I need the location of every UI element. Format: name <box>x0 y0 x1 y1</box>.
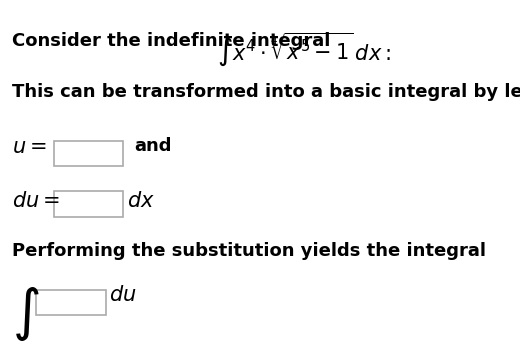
Text: $\int$: $\int$ <box>12 285 40 343</box>
Text: $du$: $du$ <box>109 285 137 305</box>
Text: $u =$: $u =$ <box>12 137 46 157</box>
Text: This can be transformed into a basic integral by letting: This can be transformed into a basic int… <box>12 83 520 101</box>
Text: Consider the indefinite integral: Consider the indefinite integral <box>12 32 330 50</box>
Text: Performing the substitution yields the integral: Performing the substitution yields the i… <box>12 242 486 260</box>
Text: $du =$: $du =$ <box>12 191 60 212</box>
Text: and: and <box>134 137 171 155</box>
FancyBboxPatch shape <box>54 191 123 217</box>
FancyBboxPatch shape <box>54 141 123 166</box>
FancyBboxPatch shape <box>36 290 106 315</box>
Text: $dx$: $dx$ <box>127 191 154 212</box>
Text: $\int x^4 \cdot \sqrt[4]{x^5 - 1}\, dx:$: $\int x^4 \cdot \sqrt[4]{x^5 - 1}\, dx:$ <box>217 30 392 68</box>
